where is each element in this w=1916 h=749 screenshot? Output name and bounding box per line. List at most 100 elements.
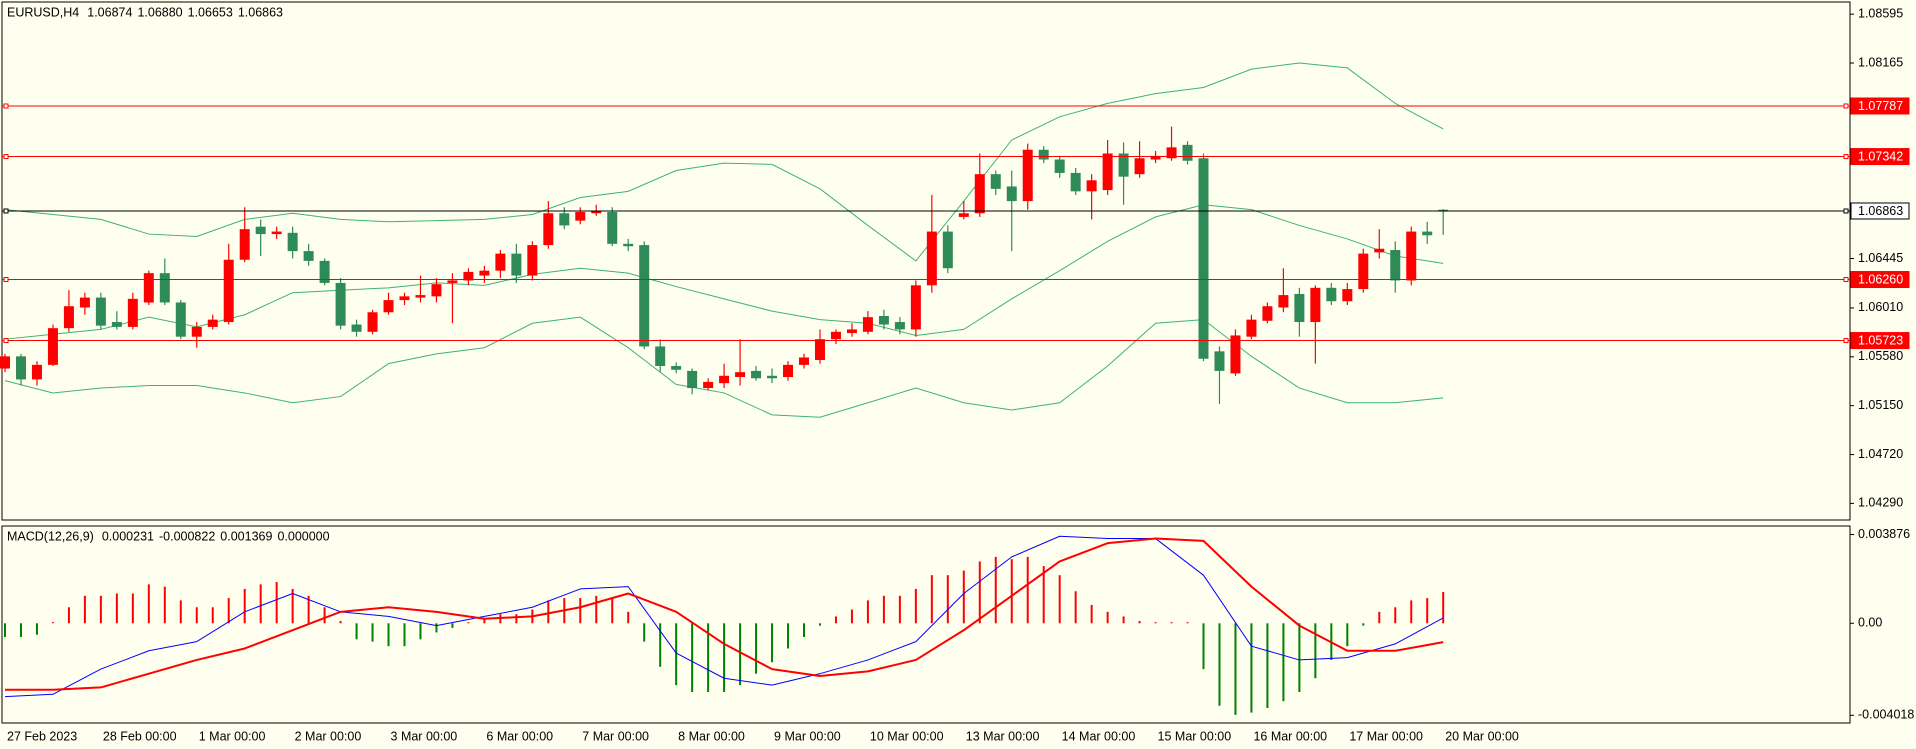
histogram-bar	[1442, 591, 1445, 624]
candle-body	[719, 375, 730, 384]
histogram-bar	[659, 623, 662, 667]
candle-body	[63, 306, 74, 329]
candle-body	[830, 331, 841, 340]
candle-body	[687, 370, 698, 389]
histogram-bar	[307, 595, 310, 624]
y-tick-label: 1.04720	[1858, 447, 1903, 461]
header-value: -0.000822	[159, 529, 215, 543]
candle-body	[559, 213, 570, 226]
candle-body	[511, 253, 522, 276]
candle-body	[655, 346, 666, 367]
histogram-bar	[1074, 591, 1077, 624]
candle-body	[143, 273, 154, 303]
candle-body	[1326, 287, 1337, 302]
histogram-bar	[1426, 598, 1429, 624]
candle-body	[0, 356, 10, 369]
candle-body	[31, 364, 42, 380]
time-label: 14 Mar 00:00	[1062, 729, 1136, 743]
level-label-box	[1850, 202, 1910, 220]
candle-body	[255, 226, 266, 235]
candle-body	[1262, 306, 1273, 321]
histogram-bar	[67, 607, 70, 624]
candle-body	[1150, 155, 1161, 160]
level-handle	[1843, 208, 1849, 214]
histogram-bar	[771, 623, 774, 663]
macd-line	[4, 535, 1444, 698]
y-tick-label: 1.05580	[1858, 349, 1903, 363]
candle-body	[399, 296, 410, 301]
histogram-bar	[1138, 620, 1141, 624]
histogram-bar	[834, 616, 837, 624]
candle-body	[1022, 149, 1033, 202]
candle-body	[814, 339, 825, 360]
histogram-bar	[179, 600, 182, 624]
level-label-box	[1850, 332, 1910, 350]
histogram-bar	[83, 595, 86, 624]
candle-body	[79, 297, 90, 308]
histogram-bar	[1154, 622, 1157, 624]
candle-body	[942, 231, 953, 269]
histogram-bar	[355, 623, 358, 640]
candle-body	[1230, 335, 1241, 374]
header-value: 0.001369	[220, 529, 272, 543]
histogram-bar	[1250, 623, 1253, 713]
histogram-bar	[611, 598, 614, 624]
candle-body	[846, 329, 857, 334]
histogram-bar	[1090, 604, 1093, 624]
candle-body	[990, 174, 1001, 189]
header-value: 1.06653	[188, 5, 233, 19]
y-tick-label: 1.06445	[1858, 251, 1903, 265]
time-label: 7 Mar 00:00	[582, 729, 649, 743]
histogram-bar	[1266, 623, 1269, 709]
histogram-bar	[994, 556, 997, 624]
candle-body	[639, 245, 650, 347]
histogram-bar	[579, 598, 582, 624]
candle-body	[623, 243, 634, 247]
candle-body	[159, 273, 170, 303]
y-tick-label: 0.003876	[1858, 527, 1910, 541]
histogram-bar	[163, 586, 166, 624]
time-label: 20 Mar 00:00	[1445, 729, 1519, 743]
histogram-bar	[1362, 623, 1365, 626]
candle-body	[1134, 158, 1145, 175]
histogram-bar	[515, 614, 518, 624]
candle-body	[1406, 231, 1417, 281]
panel	[1, 1, 1851, 521]
candle-body	[191, 326, 202, 337]
candle-body	[958, 213, 969, 217]
level-handle	[3, 208, 9, 214]
candle-body	[351, 324, 362, 332]
histogram-bar	[1106, 611, 1109, 624]
histogram-bar	[211, 607, 214, 624]
histogram-bar	[1378, 611, 1381, 624]
level-handle	[3, 154, 9, 160]
candle-body	[783, 364, 794, 378]
candle-body	[415, 295, 426, 298]
candle-body	[527, 245, 538, 276]
histogram-bar	[387, 623, 390, 647]
header-value: 1.06880	[137, 5, 182, 19]
candle-body	[303, 251, 314, 261]
time-label: 13 Mar 00:00	[966, 729, 1040, 743]
candle-body	[894, 322, 905, 330]
candle-body	[175, 302, 186, 337]
time-label: 6 Mar 00:00	[486, 729, 553, 743]
header-value: 1.06874	[87, 5, 132, 19]
level-label-box	[1850, 148, 1910, 166]
level-handle	[1843, 103, 1849, 109]
histogram-bar	[547, 600, 550, 624]
histogram-bar	[866, 600, 869, 624]
candle-body	[367, 312, 378, 332]
histogram-bar	[707, 623, 710, 692]
y-tick-label: 0.00	[1858, 616, 1882, 630]
histogram-bar	[227, 598, 230, 624]
histogram-bar	[1346, 623, 1349, 647]
histogram-bar	[643, 623, 646, 642]
candle-body	[431, 284, 442, 297]
candle-body	[974, 174, 985, 214]
candle-body	[1006, 186, 1017, 202]
candle-body	[862, 317, 873, 332]
candle-body	[926, 231, 937, 286]
candle-body	[751, 370, 762, 379]
candle-body	[1118, 153, 1129, 177]
